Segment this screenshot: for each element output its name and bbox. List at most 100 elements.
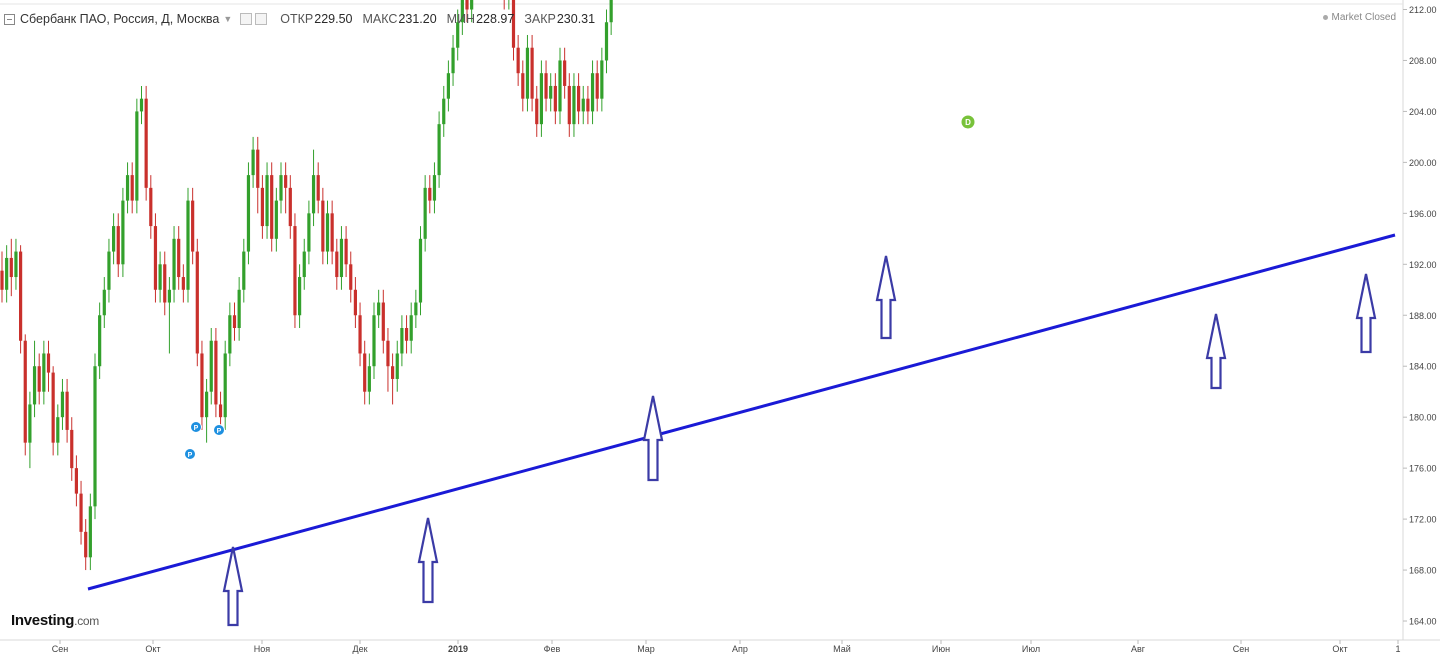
candle-body (51, 372, 55, 443)
candle (242, 238, 246, 303)
candle (144, 85, 148, 201)
candle-body (311, 175, 316, 214)
x-tick-label: Май (833, 644, 851, 654)
x-tick-label: Авг (1131, 644, 1146, 654)
market-status: Market Closed (1322, 12, 1396, 23)
candle-body (428, 187, 432, 201)
candle (567, 73, 571, 137)
logo-brand: Investing (11, 612, 75, 629)
marker-label: P (217, 428, 222, 435)
candle-body (344, 238, 348, 265)
candle-body (56, 417, 60, 443)
candle-body (316, 175, 320, 201)
candle (530, 34, 534, 112)
candle-body (200, 353, 204, 418)
support-arrow (642, 395, 664, 482)
marker-label: D (965, 118, 971, 127)
candle (93, 353, 97, 520)
candle (279, 162, 283, 214)
candle (84, 519, 88, 571)
candle (14, 238, 18, 290)
candle-body (442, 98, 446, 125)
candle-body (558, 60, 562, 112)
low-label: МИН (446, 12, 476, 26)
candle (270, 162, 274, 252)
candle (228, 302, 232, 367)
y-tick-label: 192.00 (1409, 260, 1437, 270)
candle-body (590, 73, 595, 112)
close-icon[interactable] (255, 13, 268, 25)
chevron-down-icon[interactable]: ▼ (223, 14, 233, 24)
candle-body (456, 22, 460, 48)
candle (377, 289, 381, 328)
candle (349, 251, 353, 303)
candle-body (153, 226, 158, 290)
event-marker: P (184, 448, 196, 460)
x-tick-label: Сен (52, 644, 69, 654)
collapse-icon[interactable] (4, 13, 15, 25)
candle-body (400, 328, 404, 354)
support-arrow (875, 255, 897, 340)
candle-body (28, 404, 32, 443)
support-arrow (1205, 313, 1227, 390)
candle-body (432, 175, 437, 201)
candle-body (418, 238, 423, 303)
candle-body (372, 315, 376, 367)
open-label: ОТКР (280, 12, 314, 26)
candle-body (79, 493, 83, 532)
candle-body (191, 200, 195, 252)
candle (246, 162, 251, 265)
high-label: МАКС (362, 12, 398, 26)
candle-body (177, 238, 181, 278)
support-trendline (87, 233, 1396, 591)
candle-body (535, 98, 539, 125)
candle (460, 0, 464, 35)
candle-body (321, 200, 325, 252)
candle (186, 187, 190, 303)
candle (177, 226, 181, 290)
candle (265, 162, 269, 239)
candle-body (65, 391, 69, 430)
candle (339, 226, 344, 290)
candle (256, 136, 260, 214)
y-tick-label: 164.00 (1409, 617, 1437, 627)
candle (470, 0, 474, 23)
candle-body (437, 124, 441, 176)
candle (42, 340, 46, 405)
candle-body (600, 60, 604, 99)
candle (167, 277, 171, 354)
candle (353, 277, 357, 328)
candle (418, 226, 423, 316)
candle (121, 187, 125, 278)
candle (456, 9, 460, 61)
candle (311, 149, 316, 227)
candle (302, 238, 306, 290)
candle (98, 302, 102, 379)
instrument-header: Сбербанк ПАО, Россия, Д, Москва ▼ ОТКР 2… (4, 8, 595, 30)
candle (465, 0, 469, 23)
candle-body (112, 226, 116, 252)
candle-body (298, 277, 302, 316)
settings-icon[interactable] (240, 13, 253, 25)
candle-body (149, 187, 153, 227)
candle-body (404, 328, 409, 341)
candle-body (265, 175, 269, 227)
event-marker: P (190, 421, 202, 433)
candle (563, 47, 567, 99)
x-tick-label: 1 (1395, 644, 1400, 654)
y-tick-label: 200.00 (1409, 158, 1437, 168)
candle (446, 60, 450, 112)
candle-body (5, 257, 9, 290)
candle (60, 378, 65, 430)
candle-body (256, 149, 260, 188)
candle (544, 60, 548, 112)
candle-body (60, 391, 65, 418)
candle-body (260, 187, 264, 227)
candle-body (511, 0, 516, 48)
marker-icon (184, 448, 196, 460)
close-value: 230.31 (556, 12, 596, 26)
candle (293, 213, 297, 328)
candle (316, 162, 320, 214)
x-tick-label: Июл (1022, 644, 1040, 654)
